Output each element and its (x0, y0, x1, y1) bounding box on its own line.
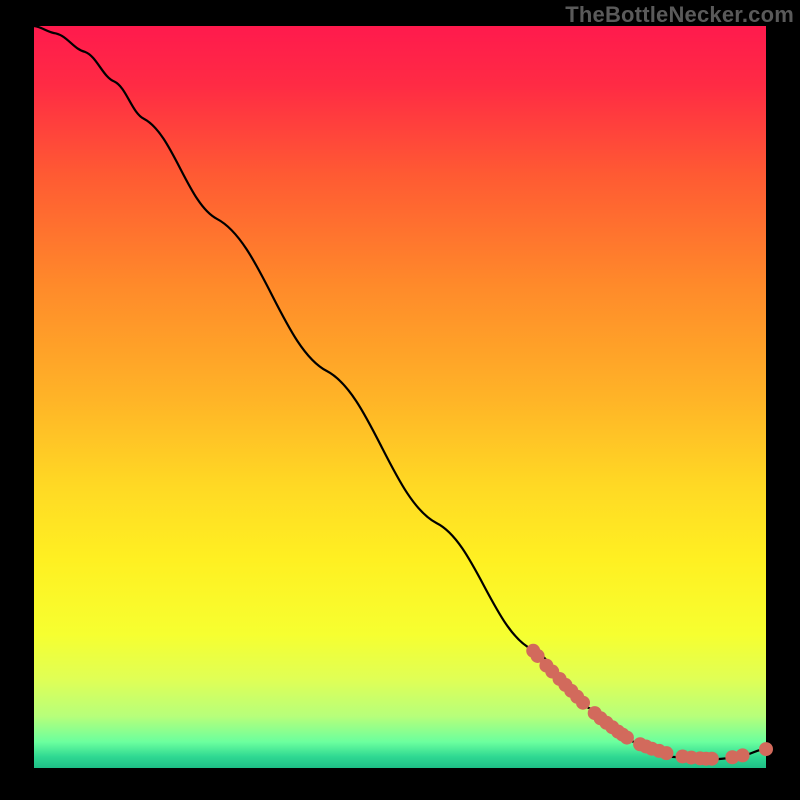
data-marker (659, 746, 673, 760)
chart-container: { "watermark": { "text": "TheBottleNecke… (0, 0, 800, 800)
data-marker (759, 742, 773, 756)
watermark-text: TheBottleNecker.com (565, 2, 794, 28)
data-marker (736, 748, 750, 762)
data-marker (705, 752, 719, 766)
data-marker (620, 731, 634, 745)
data-marker (576, 696, 590, 710)
chart-svg (0, 0, 800, 800)
plot-background (34, 26, 766, 768)
